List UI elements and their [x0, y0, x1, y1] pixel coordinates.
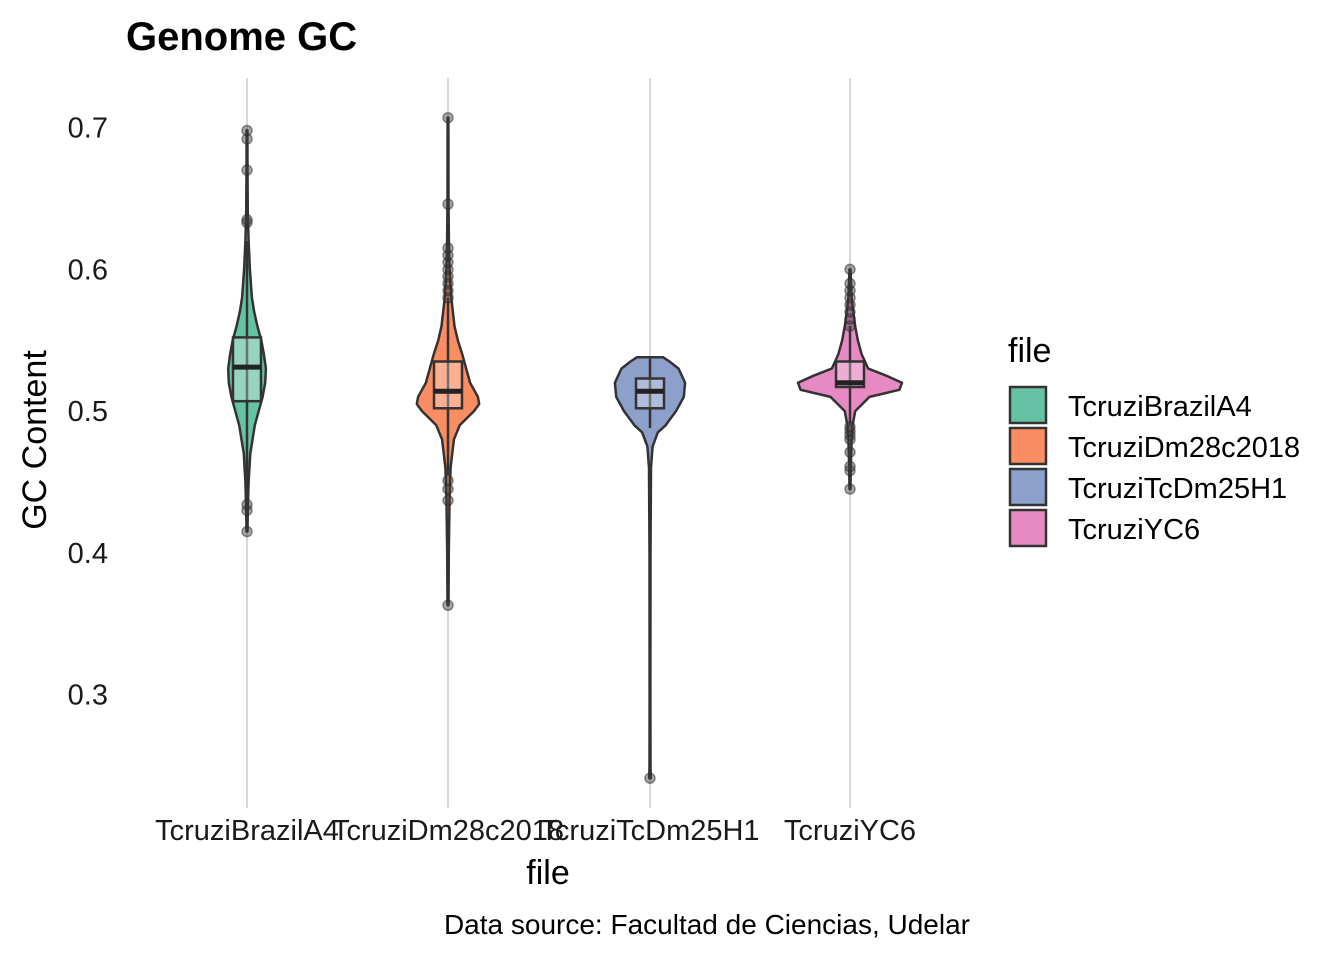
x-tick-label: TcruziDm28c2018 [332, 815, 564, 847]
outlier-point [442, 242, 454, 254]
legend-swatch [1008, 467, 1048, 507]
legend-title: file [1008, 332, 1051, 370]
outlier-point [644, 772, 656, 784]
violin-group [796, 263, 904, 495]
outlier-point [241, 124, 253, 137]
legend-label: TcruziBrazilA4 [1068, 391, 1252, 423]
grid-layer [246, 78, 851, 808]
outlier-point [442, 483, 454, 495]
box-iqr [432, 360, 464, 410]
outlier-point [844, 460, 856, 473]
y-tick-label: 0.4 [68, 538, 108, 570]
outlier-point [241, 164, 253, 176]
violin-layer [226, 111, 904, 784]
outlier-point [442, 198, 454, 210]
x-tick-label: TcruziYC6 [784, 815, 916, 847]
outlier-point [442, 599, 454, 612]
legend-swatch [1008, 426, 1048, 466]
outlier-point [241, 498, 253, 511]
legend-swatch [1008, 385, 1048, 425]
legend-label: TcruziDm28c2018 [1068, 432, 1300, 464]
x-axis-title: file [526, 854, 569, 892]
x-tick-label: TcruziBrazilA4 [155, 815, 339, 847]
chart-caption: Data source: Facultad de Ciencias, Udela… [444, 909, 970, 940]
x-axis-ticks: TcruziBrazilA4TcruziDm28c2018TcruziTcDm2… [155, 815, 916, 847]
legend-item: TcruziBrazilA4 [1008, 385, 1252, 425]
x-tick-label: TcruziTcDm25H1 [540, 815, 759, 847]
outlier-point [241, 525, 253, 538]
legend-swatch [1008, 508, 1048, 548]
y-tick-label: 0.7 [68, 113, 108, 145]
y-axis-title: GC Content [16, 350, 54, 530]
legend-label: TcruziYC6 [1068, 514, 1200, 546]
chart-title: Genome GC [126, 15, 357, 59]
outlier-point [442, 111, 454, 124]
legend-item: TcruziTcDm25H1 [1008, 467, 1287, 507]
legend-item: TcruziYC6 [1008, 508, 1200, 548]
outlier-point [844, 263, 856, 276]
y-tick-label: 0.5 [68, 396, 108, 428]
outlier-point [844, 277, 856, 290]
y-tick-label: 0.3 [68, 680, 108, 712]
legend: file TcruziBrazilA4 TcruziDm28c2018 Tcruzi… [1008, 332, 1300, 548]
outlier-point [442, 494, 454, 507]
outlier-point [844, 483, 856, 495]
legend-label: TcruziTcDm25H1 [1068, 473, 1287, 505]
violin-shape [613, 355, 687, 780]
violin-group [226, 124, 268, 538]
outlier-point [844, 446, 856, 458]
violin-group [415, 111, 481, 612]
outlier-point [844, 420, 856, 433]
outlier-point [241, 133, 253, 145]
legend-item: TcruziDm28c2018 [1008, 426, 1300, 466]
y-tick-label: 0.6 [68, 254, 108, 286]
y-axis-ticks: 0.3 0.4 0.5 0.6 0.7 [68, 113, 108, 712]
outlier-point [442, 474, 454, 487]
violin-group [613, 355, 687, 784]
outlier-point [241, 213, 253, 226]
